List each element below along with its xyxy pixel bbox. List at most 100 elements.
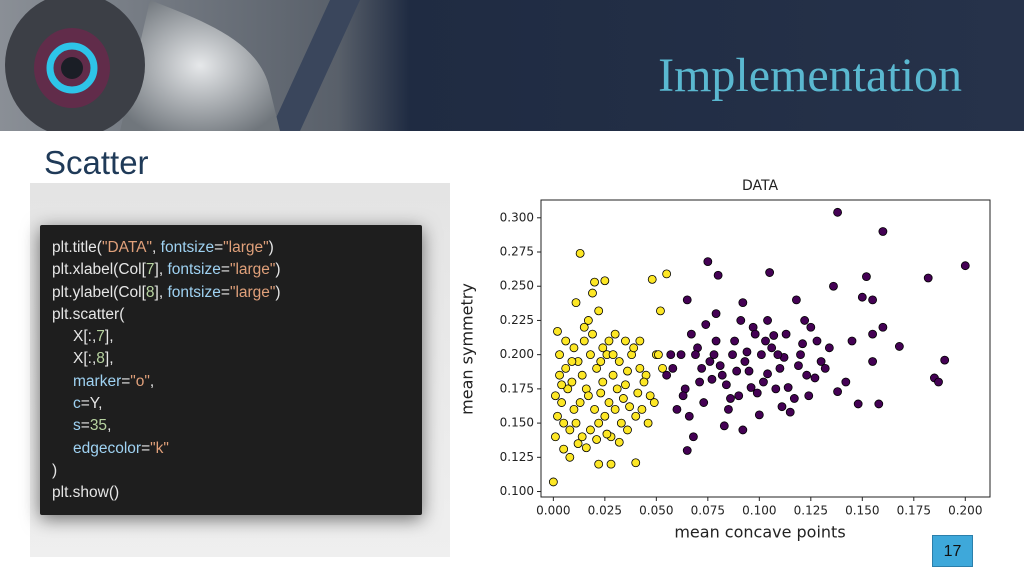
point (633, 388, 643, 398)
point (738, 298, 748, 308)
code-line: s=35, (52, 415, 281, 437)
point (612, 384, 622, 394)
code-token: s (73, 417, 81, 435)
chart-title: DATA (742, 178, 778, 194)
y-tick-label: 0.100 (500, 484, 534, 498)
code-token: X[:, (73, 328, 97, 346)
point (810, 373, 820, 383)
y-tick-label: 0.275 (500, 245, 534, 259)
code-token: plt.xlabel(Col[ (52, 261, 146, 279)
point (775, 363, 785, 373)
point (637, 405, 647, 414)
point (697, 363, 707, 373)
point (781, 329, 791, 339)
point (602, 429, 612, 439)
point (631, 411, 641, 421)
point (732, 366, 742, 376)
point (761, 336, 770, 346)
point (557, 380, 566, 390)
point (565, 452, 575, 462)
point (829, 281, 838, 291)
point (682, 295, 692, 305)
code-line: ) (52, 460, 281, 482)
point (820, 363, 830, 373)
point (586, 350, 595, 360)
point (857, 292, 867, 302)
code-line: marker="o", (52, 371, 281, 393)
point (756, 350, 766, 360)
point (833, 207, 842, 217)
point (548, 477, 558, 487)
point (608, 350, 618, 360)
point (791, 295, 801, 305)
point (571, 298, 581, 308)
point (567, 357, 577, 366)
code-token: c (73, 395, 81, 413)
point (960, 261, 970, 271)
point (653, 350, 663, 360)
code-token: fontsize (160, 239, 215, 256)
code-token: 8 (145, 283, 155, 301)
point (689, 432, 698, 442)
code-token: fontsize (167, 283, 221, 301)
point (559, 418, 569, 428)
code-token: 35 (89, 417, 108, 435)
code-token: plt.title( (52, 239, 102, 256)
point (594, 459, 604, 469)
code-token: ], (104, 328, 114, 346)
y-axis-label: mean symmetry (458, 283, 477, 415)
point (623, 425, 632, 435)
banner: Implementation (0, 0, 1024, 131)
banner-art (0, 0, 1024, 131)
point (754, 410, 764, 420)
point (666, 350, 676, 360)
point (604, 398, 614, 407)
point (771, 384, 781, 394)
point (561, 363, 571, 373)
x-tick-label: 0.150 (845, 504, 879, 518)
code-token: , (152, 239, 161, 256)
point (789, 394, 799, 403)
point (750, 329, 760, 339)
point (794, 361, 803, 371)
code-line: plt.title("DATA", fontsize="large") (52, 237, 281, 259)
point (934, 377, 943, 387)
point (553, 326, 562, 336)
x-tick-label: 0.000 (536, 504, 570, 518)
point (798, 339, 807, 349)
point (769, 331, 779, 340)
point (767, 343, 777, 353)
code-token: ) (275, 261, 281, 279)
code-token: marker (73, 372, 122, 390)
point (616, 418, 626, 428)
code-token: = (80, 417, 90, 435)
point (868, 295, 878, 305)
x-tick-label: 0.050 (639, 504, 673, 518)
point (643, 418, 653, 428)
point (559, 444, 569, 454)
x-tick-label: 0.025 (588, 504, 622, 518)
point (701, 320, 711, 329)
point (841, 377, 851, 387)
code-token: "DATA" (101, 239, 153, 256)
point (802, 370, 812, 380)
point (691, 350, 700, 360)
point (573, 439, 583, 449)
point (684, 411, 694, 421)
code-token: "large" (229, 261, 276, 279)
point (736, 316, 746, 325)
point (806, 322, 816, 332)
code-line: edgecolor="k" (52, 438, 281, 460)
point (816, 357, 826, 366)
point (577, 370, 587, 380)
point (551, 391, 560, 401)
point (635, 363, 645, 373)
code-line: plt.xlabel(Col[7], fontsize="large") (52, 259, 281, 281)
point (668, 363, 678, 373)
point (629, 343, 639, 353)
code-token: plt.scatter( (52, 305, 125, 323)
point (878, 322, 888, 332)
page-number: 17 (932, 535, 973, 567)
point (596, 388, 606, 398)
